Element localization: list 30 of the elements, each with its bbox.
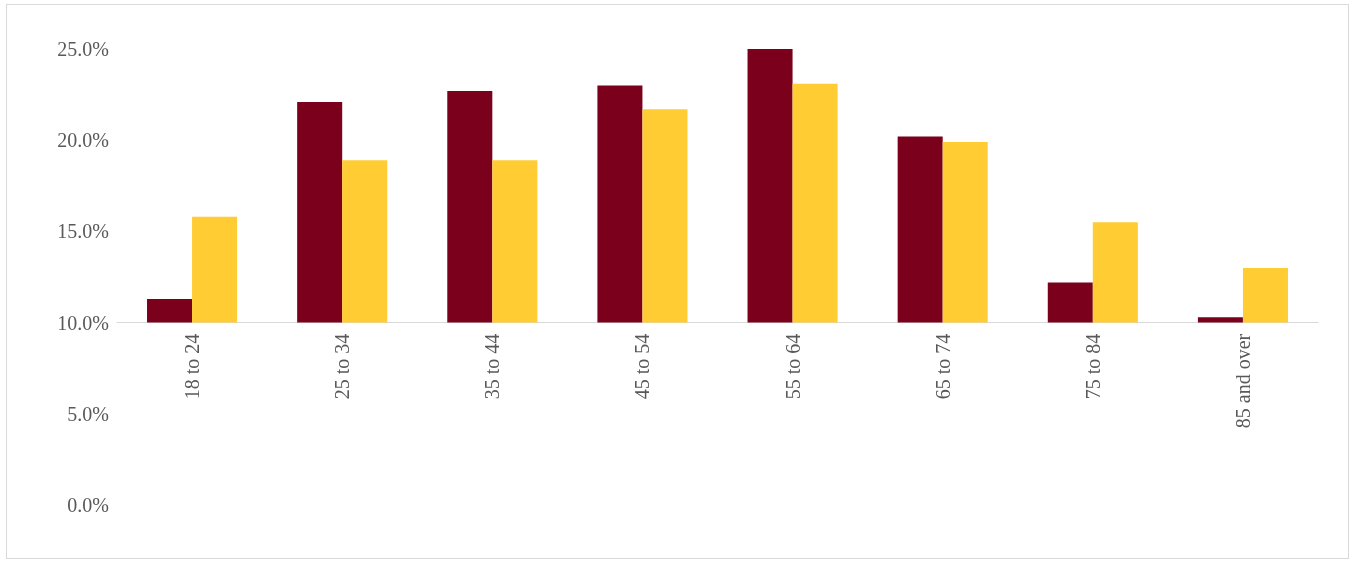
bar: [1047, 282, 1093, 323]
bar: [1197, 317, 1243, 323]
bar: [1242, 267, 1288, 323]
bar: [942, 142, 988, 323]
bar: [597, 85, 643, 323]
bar: [1092, 222, 1138, 323]
bar: [747, 49, 793, 323]
bar: [342, 160, 388, 323]
x-tick-label: 35 to 44: [481, 333, 504, 400]
x-tick-label: 25 to 34: [331, 333, 354, 400]
y-tick-label: 15.0%: [57, 220, 109, 243]
x-tick-label: 55 to 64: [781, 333, 804, 400]
x-tick-label: 85 and over: [1231, 333, 1254, 429]
x-tick-label: 65 to 74: [931, 333, 954, 400]
bar: [642, 109, 688, 323]
x-tick-label: 18 to 24: [181, 333, 204, 400]
bar: [192, 216, 238, 323]
bar: [147, 298, 193, 323]
bar: [792, 83, 838, 323]
y-tick-label: 0.0%: [67, 494, 109, 516]
bar: [297, 101, 343, 323]
y-tick-label: 25.0%: [57, 38, 109, 60]
bar: [492, 160, 538, 323]
x-tick-label: 75 to 84: [1081, 333, 1104, 400]
x-tick-label: 45 to 54: [631, 333, 654, 400]
bar: [447, 90, 493, 323]
y-tick-label: 5.0%: [67, 402, 109, 425]
y-tick-label: 10.0%: [57, 311, 109, 334]
bar: [897, 136, 943, 323]
y-tick-label: 20.0%: [57, 129, 109, 152]
